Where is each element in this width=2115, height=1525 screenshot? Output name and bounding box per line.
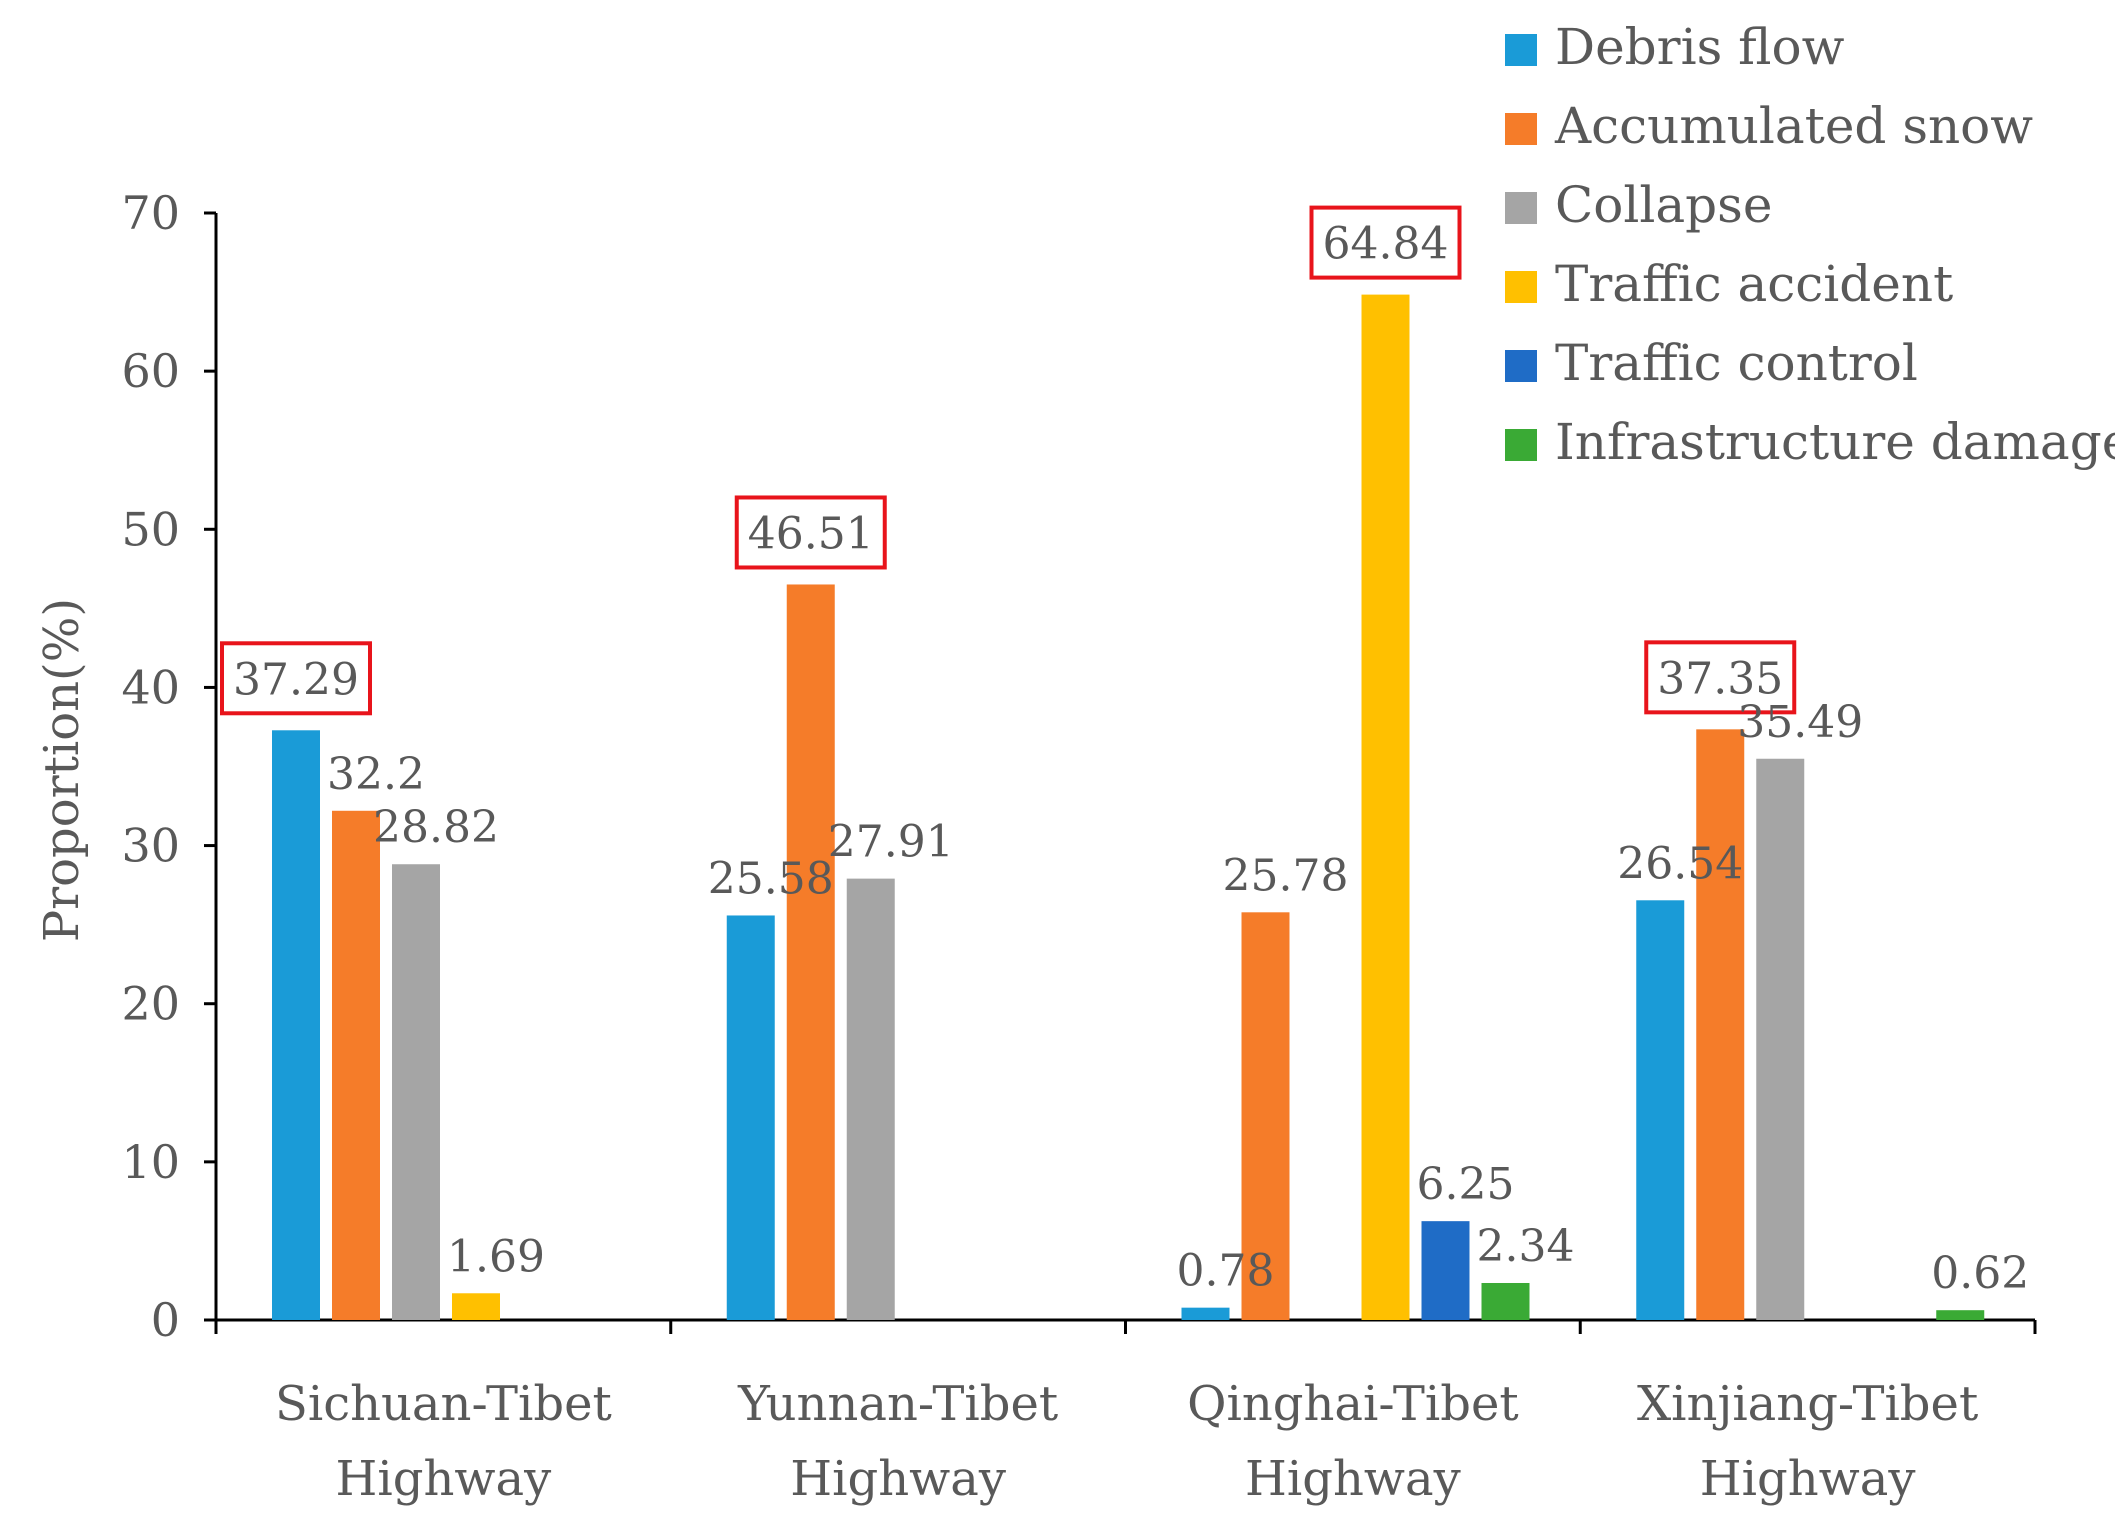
legend-swatch — [1505, 271, 1537, 303]
data-label: 46.51 — [748, 508, 874, 559]
x-category-label: Highway — [790, 1451, 1006, 1507]
y-tick-label: 30 — [121, 819, 180, 873]
data-label: 25.78 — [1223, 850, 1349, 901]
bar — [1181, 1307, 1230, 1320]
data-label: 27.91 — [828, 817, 954, 868]
x-category-label: Highway — [1245, 1451, 1461, 1507]
y-tick-label: 0 — [151, 1293, 180, 1347]
y-tick-label: 20 — [121, 977, 180, 1031]
data-label: 0.62 — [1931, 1248, 2029, 1299]
legend-label: Infrastructure damage — [1555, 413, 2115, 471]
bar — [726, 915, 775, 1320]
data-label: 35.49 — [1737, 697, 1863, 748]
legend-swatch — [1505, 350, 1537, 382]
x-axis: Sichuan-Tibet Highway Yunnan-Tibet Highway Q… — [214, 1318, 2037, 1507]
bar — [846, 878, 895, 1320]
legend-label: Traffic accident — [1555, 255, 1953, 313]
y-tick-label: 10 — [121, 1135, 180, 1189]
legend-label: Collapse — [1555, 176, 1772, 234]
data-label: 37.29 — [233, 654, 359, 705]
highlight-box — [734, 495, 887, 570]
legend-swatch — [1505, 113, 1537, 145]
legend-swatch — [1505, 34, 1537, 66]
legend-label: Debris flow — [1555, 18, 1845, 76]
bar — [1241, 912, 1290, 1320]
highlight-box — [1644, 640, 1797, 715]
legend-swatch — [1505, 192, 1537, 224]
x-category-label: Highway — [336, 1451, 552, 1507]
x-category-label: Sichuan-Tibet — [275, 1376, 612, 1432]
bar — [392, 864, 440, 1320]
legend-label: Traffic control — [1555, 334, 1918, 392]
bar — [272, 730, 320, 1320]
highlight-box — [1309, 205, 1462, 280]
legend-label: Accumulated snow — [1554, 97, 2033, 155]
bar — [1361, 294, 1410, 1321]
legend: Debris flow Accumulated snow Collapse Traff… — [1505, 18, 2115, 471]
data-label: 25.58 — [708, 853, 834, 904]
data-label: 64.84 — [1323, 219, 1449, 270]
y-tick-label: 70 — [121, 186, 180, 240]
y-tick-label: 50 — [121, 502, 180, 556]
data-labels-group: 37.29 32.228.82 1.69 25.58 46.51 27.91 0.78 25.… — [220, 205, 2029, 1299]
data-label: 28.82 — [373, 802, 499, 853]
data-label: 0.78 — [1177, 1246, 1275, 1297]
bar — [1936, 1310, 1985, 1320]
bar — [1636, 900, 1685, 1320]
y-axis-title: Proportion(%) — [34, 598, 90, 942]
y-tick-label: 60 — [121, 344, 180, 398]
data-label: 26.54 — [1617, 838, 1743, 889]
y-tick-label: 40 — [121, 660, 180, 714]
bar — [1481, 1282, 1530, 1320]
x-category-label: Yunnan-Tibet — [737, 1376, 1058, 1432]
data-label: 32.2 — [327, 749, 425, 800]
bar — [786, 584, 835, 1320]
bar — [1421, 1221, 1470, 1320]
bar — [452, 1293, 500, 1320]
data-label: 37.35 — [1657, 653, 1783, 704]
legend-swatch — [1505, 429, 1537, 461]
y-axis: 0 10 20 30 40 50 60 70 — [121, 186, 218, 1347]
bar — [1696, 729, 1745, 1320]
x-category-label: Highway — [1700, 1451, 1916, 1507]
bars-group — [272, 294, 1985, 1321]
highlight-box — [220, 641, 372, 716]
data-label: 6.25 — [1417, 1159, 1515, 1210]
bar — [332, 810, 380, 1320]
x-category-label: Qinghai-Tibet — [1187, 1376, 1519, 1432]
bar — [1756, 758, 1805, 1320]
data-label: 2.34 — [1477, 1221, 1575, 1272]
data-label: 1.69 — [447, 1231, 545, 1282]
x-category-label: Xinjiang-Tibet — [1637, 1376, 1978, 1432]
